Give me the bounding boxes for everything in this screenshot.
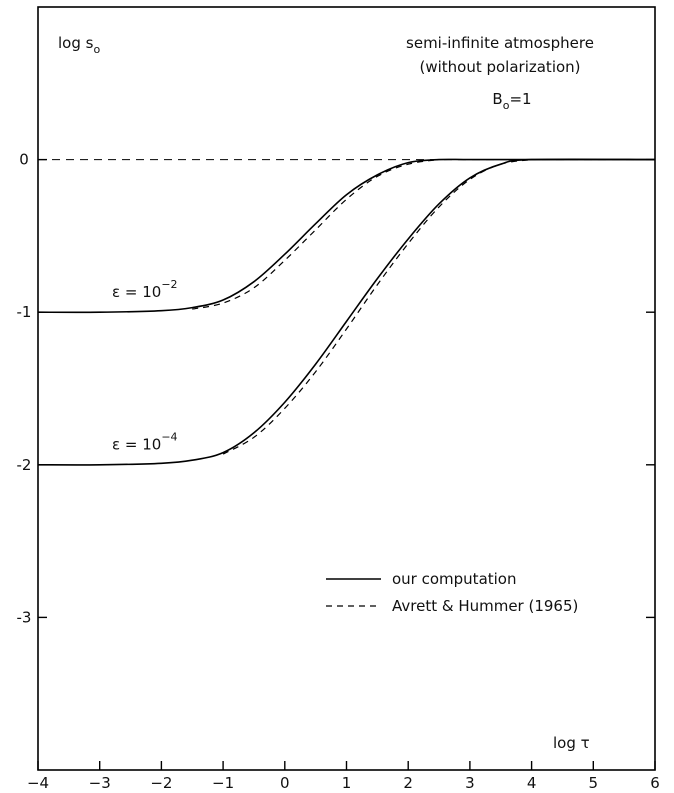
plot-frame — [37, 6, 656, 771]
legend-label-our-computation: our computation — [392, 570, 517, 588]
curves — [37, 158, 656, 466]
x-tick-label: 3 — [465, 774, 475, 792]
x-tick-label: −2 — [150, 774, 172, 792]
x-tick-label: 4 — [527, 774, 537, 792]
x-tick-label: −1 — [212, 774, 234, 792]
x-axis-title: log τ — [553, 734, 590, 752]
avrett-hummer-curve-1 — [192, 159, 440, 310]
x-tick-label: 1 — [342, 774, 352, 792]
chart-title-line-1: semi-infinite atmosphere — [406, 34, 594, 52]
computation-curve-2 — [37, 158, 656, 466]
legend: our computation Avrett & Hummer (1965) — [326, 570, 578, 615]
x-tick-label: −4 — [27, 774, 49, 792]
avrett-hummer-curve-2 — [222, 159, 532, 455]
x-tick-label: −3 — [89, 774, 111, 792]
x-tick-label: 2 — [403, 774, 413, 792]
y-tick-label: -1 — [17, 303, 32, 321]
epsilon-label-1: ε = 10−2 — [112, 278, 178, 301]
legend-label-avrett-hummer: Avrett & Hummer (1965) — [392, 597, 578, 615]
epsilon-label-2: ε = 10−4 — [112, 431, 178, 454]
y-tick-label: -2 — [17, 456, 32, 474]
tick-labels: −4 −3 −2 −1 0 1 2 3 4 5 6 0 -1 -2 -3 — [17, 151, 660, 792]
parameter-label: Bo=1 — [492, 90, 531, 112]
chart-title-line-2: (without polarization) — [419, 58, 580, 76]
computation-curve-1 — [37, 158, 655, 314]
y-tick-label: -3 — [17, 608, 32, 626]
y-tick-label: 0 — [19, 151, 29, 169]
annotations: ε = 10−2 ε = 10−4 — [112, 278, 178, 454]
y-axis-title: log so — [58, 34, 100, 56]
x-tick-label: 6 — [650, 774, 660, 792]
x-tick-label: 5 — [589, 774, 599, 792]
x-tick-label: 0 — [280, 774, 290, 792]
